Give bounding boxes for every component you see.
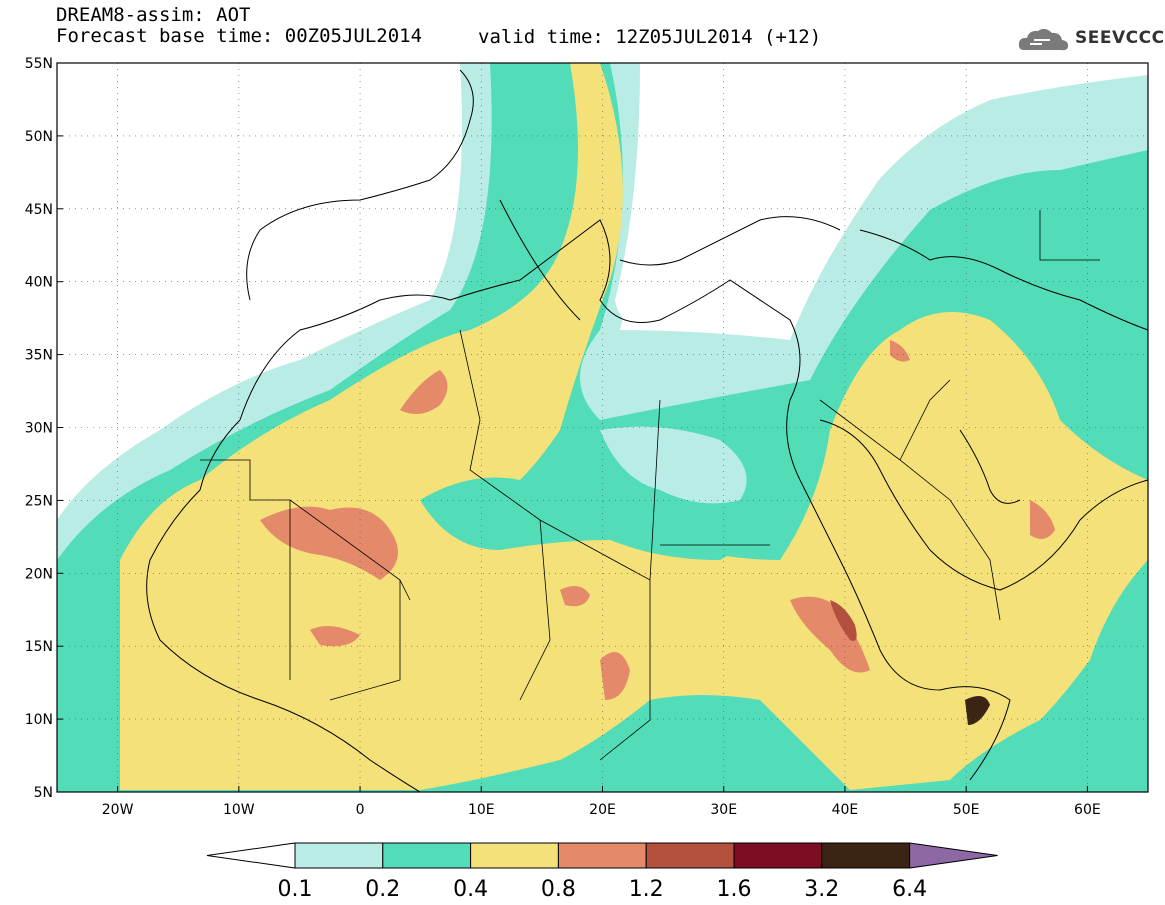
coastline (959, 429, 1021, 504)
forecast-base-time: Forecast base time: 00Z05JUL2014 (56, 25, 423, 47)
lon-tick-label: 50E (953, 802, 980, 818)
border (459, 329, 661, 581)
lon-tick-label: 20E (589, 802, 616, 818)
coastline (239, 219, 1011, 781)
colorbar-box (733, 842, 823, 869)
logo-text: SEEVCCC (1075, 28, 1165, 48)
border (200, 459, 291, 680)
aot-hotspot (1030, 500, 1055, 539)
lat-tick-label: 40N (25, 275, 53, 291)
coastline (619, 216, 841, 266)
lat-tick-label: 5N (34, 785, 53, 801)
valid-time: valid time: 12Z05JUL2014 (+12) (478, 26, 822, 48)
lat-tick-label: 10N (25, 712, 53, 728)
aot-clear-east (830, 63, 1148, 192)
lon-tick-label: 20W (102, 802, 134, 818)
coastline (819, 419, 1148, 591)
aot-clear-north (57, 63, 450, 440)
colorbar-label: 0.2 (365, 877, 400, 902)
aot-hotspot (560, 586, 590, 607)
lon-tick-label: 10W (223, 802, 255, 818)
aot-band-light-inner (600, 426, 747, 504)
coastline (146, 419, 421, 792)
aot-band-yellow (120, 63, 1148, 790)
lat-tick-label: 15N (25, 639, 53, 655)
colorbar-label: 0.4 (453, 877, 488, 902)
colorbar-box (557, 842, 647, 869)
colorbar-box (382, 842, 472, 869)
border (519, 519, 551, 701)
colorbar: 0.1 0.2 0.4 0.8 1.2 1.6 3.2 6.4 (206, 842, 998, 902)
colorbar-label: 0.1 (278, 877, 313, 902)
aot-hotspot (310, 626, 360, 647)
aot-hotspot (790, 596, 870, 673)
coastline (859, 229, 1148, 331)
border (599, 580, 651, 761)
border (899, 379, 951, 461)
colorbar-box (294, 842, 384, 869)
aot-clear-mediterranean (615, 63, 840, 323)
cloud-icon (1018, 28, 1069, 51)
colorbar-upper-extend (909, 842, 998, 869)
colorbar-box (470, 842, 559, 869)
lat-tick-label: 30N (25, 421, 53, 437)
colorbar-box (821, 842, 911, 869)
map-title: DREAM8-assim: AOT (56, 4, 251, 26)
border (819, 399, 1001, 621)
coastline (499, 199, 581, 321)
colorbar-label: 1.2 (629, 877, 664, 902)
aot-hotspot-brown (830, 600, 857, 641)
aot-hotspot (890, 340, 910, 362)
colorbar-label: 3.2 (804, 877, 839, 902)
lon-tick-label: 60E (1074, 802, 1101, 818)
lat-tick-label: 50N (25, 129, 53, 145)
coastline (246, 69, 474, 301)
lat-tick-label: 35N (25, 348, 53, 364)
aot-hotspot-dark (965, 696, 990, 725)
border (329, 580, 401, 701)
lat-tick-label: 20N (25, 566, 53, 582)
colorbar-lower-extend (206, 842, 296, 869)
border (1039, 210, 1100, 261)
lon-tick-label: 10E (468, 802, 495, 818)
aot-hotspot (400, 370, 448, 414)
lon-tick-label: 30E (710, 802, 737, 818)
lat-tick-label: 55N (25, 56, 53, 72)
colorbar-label: 6.4 (892, 877, 927, 902)
lon-tick-label: 40E (832, 802, 859, 818)
colorbar-label: 1.6 (717, 877, 752, 902)
aot-hotspot (260, 506, 398, 580)
lat-tick-label: 25N (25, 493, 53, 509)
colorbar-label: 0.8 (541, 877, 576, 902)
aot-hotspot (600, 652, 630, 700)
lat-tick-label: 45N (25, 202, 53, 218)
colorbar-box (645, 842, 735, 869)
lon-tick-label: 0 (356, 802, 365, 818)
